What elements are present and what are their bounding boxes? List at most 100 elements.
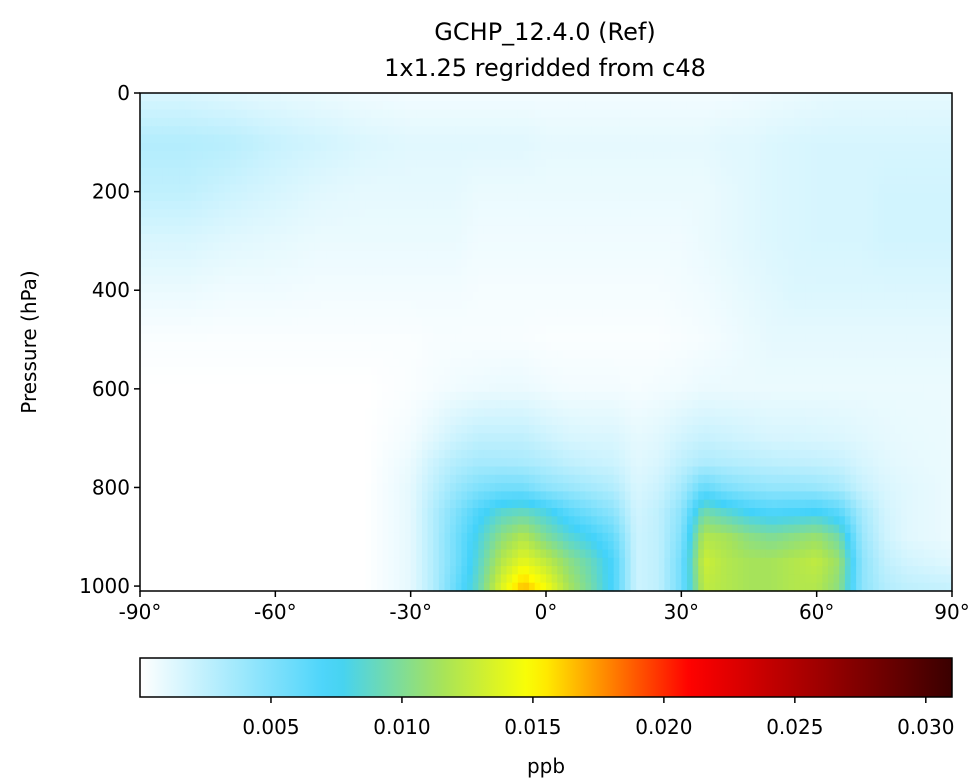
heatmap-cell (782, 333, 790, 343)
heatmap-cell (247, 93, 254, 102)
heatmap-cell (760, 93, 767, 102)
heatmap-cell (664, 184, 671, 194)
heatmap-cell (405, 225, 412, 235)
heatmap-cell (258, 176, 265, 185)
heatmap-cell (168, 101, 175, 111)
heatmap-cell (314, 217, 322, 227)
heatmap-cell (140, 225, 147, 235)
heatmap-cell (703, 184, 711, 194)
heatmap-cell (478, 184, 485, 194)
heatmap-cell (455, 308, 463, 318)
heatmap-cell (145, 126, 152, 136)
heatmap-cell (450, 366, 457, 376)
heatmap-cell (653, 325, 660, 335)
heatmap-cell (382, 267, 389, 277)
heatmap-cell (495, 209, 502, 219)
heatmap-cell (179, 308, 186, 318)
heatmap-cell (472, 325, 479, 335)
heatmap-cell (173, 342, 181, 351)
heatmap-cell (264, 259, 271, 268)
heatmap-cell (534, 300, 541, 310)
heatmap-cell (557, 375, 564, 385)
heatmap-cell (906, 366, 914, 376)
heatmap-cell (275, 366, 282, 376)
heatmap-cell (703, 358, 711, 368)
heatmap-cell (286, 176, 293, 185)
heatmap-cell (788, 142, 795, 152)
heatmap-cell (579, 350, 587, 360)
heatmap-cell (450, 225, 457, 235)
heatmap-cell (579, 184, 587, 194)
heatmap-cell (444, 176, 451, 185)
heatmap-cell (720, 184, 728, 194)
heatmap-cell (326, 192, 333, 202)
heatmap-cell (839, 259, 846, 268)
heatmap-cell (190, 308, 197, 318)
heatmap-cell (320, 117, 327, 127)
heatmap-cell (788, 342, 795, 351)
heatmap-cell (337, 126, 344, 136)
heatmap-cell (179, 225, 186, 235)
heatmap-cell (709, 317, 716, 326)
heatmap-cell (923, 358, 931, 368)
heatmap-cell (202, 217, 209, 227)
heatmap-cell (303, 134, 310, 144)
heatmap-cell (354, 292, 361, 302)
heatmap-cell (230, 209, 237, 219)
heatmap-cell (258, 333, 265, 343)
heatmap-cell (935, 159, 942, 169)
heatmap-cell (348, 192, 355, 202)
heatmap-cell (805, 234, 812, 243)
heatmap-cell (388, 308, 395, 318)
heatmap-cell (517, 142, 525, 152)
heatmap-cell (557, 101, 564, 111)
heatmap-cell (873, 192, 880, 202)
heatmap-cell (207, 209, 214, 219)
heatmap-cell (461, 333, 468, 343)
heatmap-cell (444, 209, 451, 219)
heatmap-cell (794, 308, 801, 318)
heatmap-cell (292, 192, 299, 202)
heatmap-cell (196, 209, 203, 219)
heatmap-cell (889, 283, 897, 293)
heatmap-cell (698, 159, 705, 169)
heatmap-cell (444, 350, 451, 360)
heatmap-cell (326, 342, 333, 351)
heatmap-cell (517, 159, 525, 169)
heatmap-cell (179, 333, 186, 343)
heatmap-cell (805, 366, 812, 376)
heatmap-cell (754, 217, 761, 227)
heatmap-cell (653, 176, 660, 185)
heatmap-cell (523, 300, 530, 310)
heatmap-cell (365, 375, 372, 385)
heatmap-cell (670, 184, 677, 194)
heatmap-cell (546, 117, 553, 127)
heatmap-cell (444, 283, 451, 293)
heatmap-cell (777, 267, 784, 277)
heatmap-cell (647, 209, 654, 219)
heatmap-cell (686, 275, 694, 285)
heatmap-cell (619, 350, 626, 360)
heatmap-cell (873, 292, 880, 302)
heatmap-cell (624, 283, 632, 293)
heatmap-cell (461, 200, 468, 210)
heatmap-cell (709, 200, 716, 210)
heatmap-cell (811, 159, 818, 169)
heatmap-cell (314, 358, 322, 368)
heatmap-cell (207, 134, 214, 144)
heatmap-cell (241, 200, 248, 210)
heatmap-cell (269, 176, 276, 185)
heatmap-cell (709, 192, 716, 202)
heatmap-cell (427, 109, 434, 119)
heatmap-cell (664, 358, 671, 368)
heatmap-cell (889, 117, 897, 127)
heatmap-cell (269, 250, 276, 260)
heatmap-cell (670, 333, 677, 343)
heatmap-cell (461, 184, 468, 194)
heatmap-cell (777, 151, 784, 160)
heatmap-cell (427, 342, 434, 351)
heatmap-cell (816, 350, 823, 360)
heatmap-cell (664, 200, 671, 210)
heatmap-cell (895, 109, 902, 119)
heatmap-cell (151, 342, 158, 351)
